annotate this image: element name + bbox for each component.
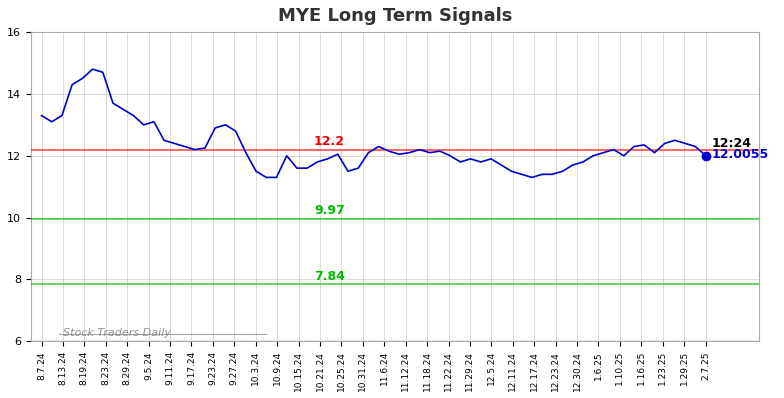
Title: MYE Long Term Signals: MYE Long Term Signals [278,7,512,25]
Text: Stock Traders Daily: Stock Traders Daily [63,328,171,338]
Text: 12:24: 12:24 [712,137,752,150]
Text: 12.0055: 12.0055 [712,148,769,162]
Text: 9.97: 9.97 [314,204,345,217]
Text: 7.84: 7.84 [314,270,345,283]
Text: 12.2: 12.2 [314,135,345,148]
